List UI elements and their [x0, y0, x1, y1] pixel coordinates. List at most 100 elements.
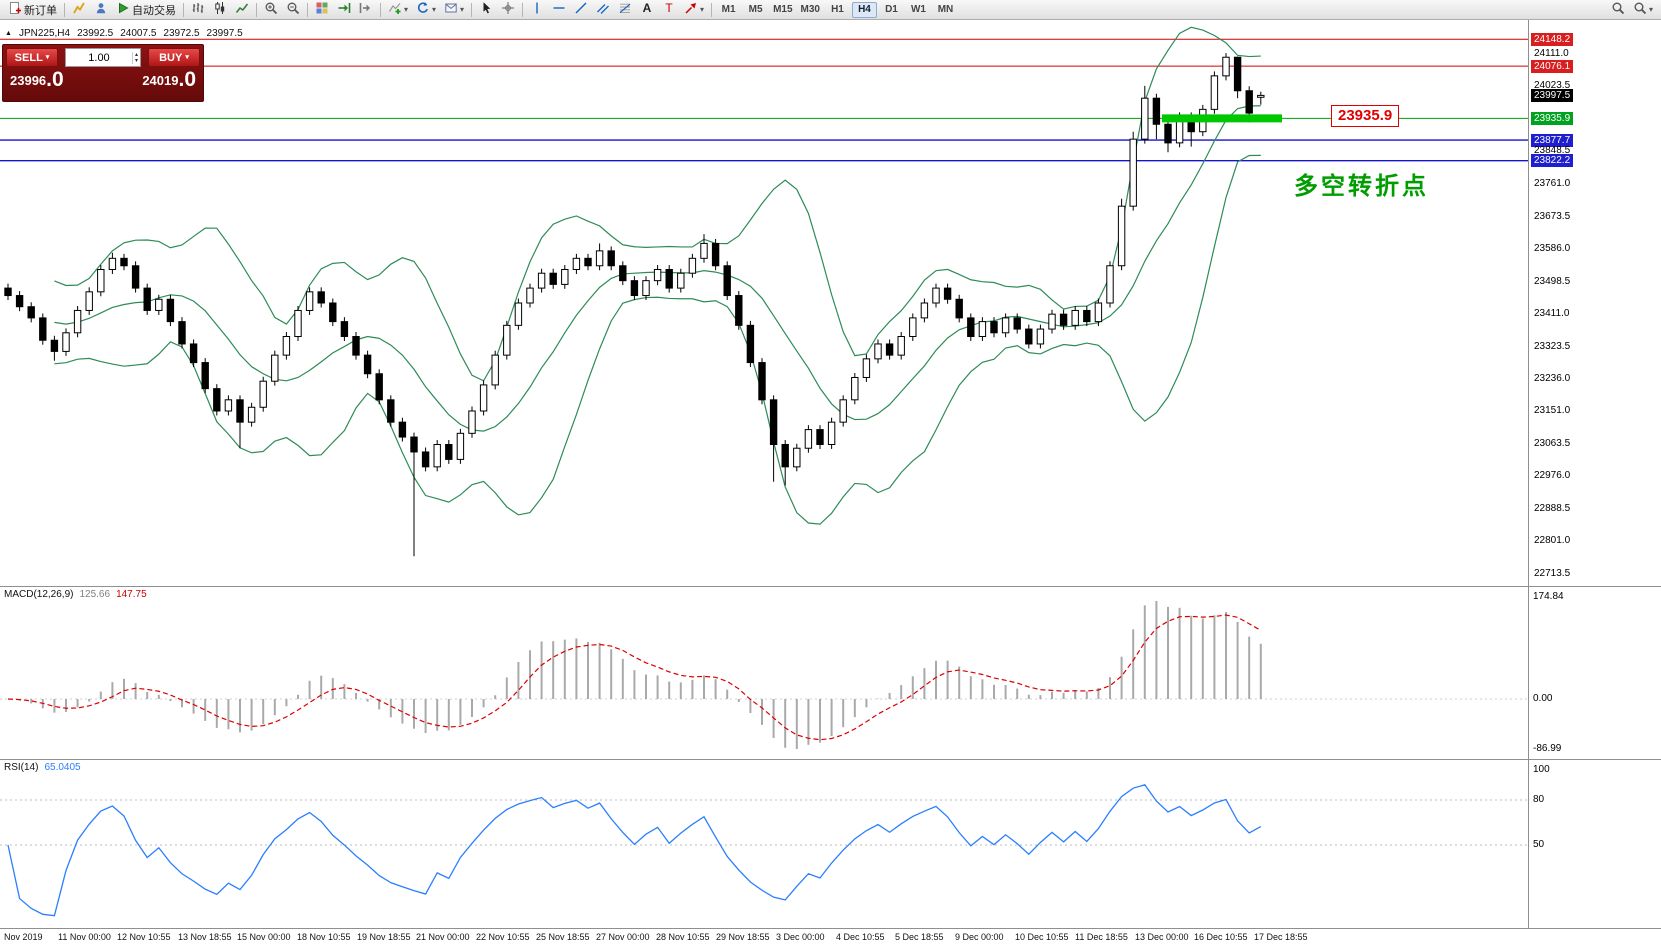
toolbar-separator [522, 2, 524, 17]
refresh-button[interactable]: ▾ [412, 1, 440, 19]
bar-chart-button[interactable] [187, 1, 209, 19]
time-axis[interactable]: Nov 2019 11 Nov 00:00 12 Nov 10:55 13 Nov 1… [0, 929, 1661, 948]
rsi-canvas[interactable] [0, 760, 1528, 928]
arrows-icon [684, 1, 698, 18]
macd-histogram [18, 601, 1262, 749]
profiles-button[interactable] [90, 1, 112, 19]
rsi-axis-label-100: 100 [1533, 764, 1550, 775]
buy-button-label: BUY [159, 51, 183, 64]
timeframe-d1-button[interactable]: D1 [879, 2, 904, 18]
volume-input[interactable] [65, 50, 132, 65]
time-axis-label: 16 Dec 10:55 [1194, 932, 1248, 942]
chevron-down-icon: ▾ [460, 4, 465, 14]
arrows-button[interactable]: ▾ [680, 1, 708, 19]
chart-wizard-button[interactable] [68, 1, 90, 19]
crosshair-button[interactable] [497, 1, 519, 19]
price-level-tag[interactable]: 23935.9 [1331, 105, 1400, 127]
ohlc-close: 23997.5 [206, 28, 243, 39]
channel-button[interactable] [592, 1, 614, 19]
timeframe-mn-button[interactable]: MN [933, 2, 958, 18]
templates-icon [444, 1, 458, 18]
macd-axis[interactable]: 174.84 0.00 -86.99 [1528, 587, 1661, 759]
price-axis-label-23411.0: 23411.0 [1534, 308, 1570, 320]
timeframe-h1-button[interactable]: H1 [825, 2, 850, 18]
search-icon [1633, 1, 1647, 18]
horizontal-level-lines [0, 38, 1528, 162]
rsi-axis[interactable]: 100 80 50 [1528, 760, 1661, 928]
sell-price: 23996 .0 [10, 68, 64, 91]
price-axis[interactable]: 24148.2 24111.0 24076.1 24023.5 23997.5 23935… [1528, 20, 1661, 586]
horizontal-line-button[interactable] [548, 1, 570, 19]
auto-trading-button[interactable]: 自动交易 [112, 1, 180, 19]
sell-button[interactable]: SELL ▾ [6, 48, 58, 67]
buy-button[interactable]: BUY ▾ [147, 48, 200, 67]
chevron-down-icon: ▾ [1648, 4, 1653, 14]
label-button[interactable]: T [658, 1, 680, 19]
volume-down-stepper[interactable]: ▾ [134, 57, 138, 64]
time-axis-label: 15 Nov 00:00 [237, 932, 291, 942]
fibonacci-icon [618, 1, 632, 18]
vertical-line-button[interactable] [526, 1, 548, 19]
zoom-out-button[interactable] [282, 1, 304, 19]
chart-shift-button[interactable] [355, 1, 377, 19]
timeframe-m1-button[interactable]: M1 [716, 2, 741, 18]
chevron-down-icon: ▾ [404, 4, 409, 14]
cycle-icon [416, 1, 430, 18]
toolbar-separator [711, 2, 713, 17]
toolbar: 新订单 自动交易 ▾ ▾ ▾ A T ▾ M1 M5 M15 M30 H1 H4 D1 W1 MN ▾ [0, 0, 1661, 20]
timeframe-m30-button[interactable]: M30 [798, 2, 823, 18]
sell-caret-icon: ▾ [45, 54, 50, 61]
price-axis-label-23822.2: 23822.2 [1531, 154, 1574, 168]
search-advanced-button[interactable]: ▾ [1629, 1, 1657, 19]
price-axis-label-23063.5: 23063.5 [1534, 437, 1571, 449]
ohlc-high: 24007.5 [120, 28, 157, 39]
turning-point-annotation[interactable]: 多空转折点 [1294, 173, 1429, 200]
macd-panel: MACD(12,26,9) 125.66 147.75 174.84 0.00 -8… [0, 587, 1661, 760]
time-axis-label: Nov 2019 [4, 932, 43, 942]
price-axis-label-24023.5: 24023.5 [1534, 80, 1571, 92]
line-chart-button[interactable] [231, 1, 253, 19]
price-axis-label-22713.5: 22713.5 [1534, 568, 1571, 580]
line-chart-icon [235, 1, 249, 18]
indicators-button[interactable]: ▾ [384, 1, 412, 19]
search-icon [1611, 1, 1625, 18]
auto-scroll-button[interactable] [333, 1, 355, 19]
candlestick-chart-button[interactable] [209, 1, 231, 19]
trendline-button[interactable] [570, 1, 592, 19]
price-axis-label-22888.5: 22888.5 [1534, 502, 1571, 514]
zoom-in-icon [264, 1, 278, 18]
auto-scroll-icon [337, 1, 351, 18]
tile-windows-button[interactable] [311, 1, 333, 19]
channel-icon [596, 1, 610, 18]
time-axis-label: 19 Nov 18:55 [357, 932, 411, 942]
main-chart-canvas[interactable] [0, 20, 1528, 586]
macd-axis-label-0.00: 0.00 [1533, 693, 1553, 704]
cursor-icon [479, 1, 493, 18]
buy-price: 24019 .0 [142, 68, 196, 91]
search-symbol-button[interactable] [1607, 1, 1629, 19]
timeframe-w1-button[interactable]: W1 [906, 2, 931, 18]
buy-price-main: 24019 [142, 73, 179, 88]
timeframe-m5-button[interactable]: M5 [743, 2, 768, 18]
time-axis-label: 3 Dec 00:00 [776, 932, 825, 942]
fibonacci-button[interactable] [614, 1, 636, 19]
auto-trading-icon [116, 1, 130, 18]
toolbar-separator [256, 2, 257, 17]
macd-canvas[interactable] [0, 587, 1528, 759]
cursor-button[interactable] [475, 1, 497, 19]
volume-up-stepper[interactable]: ▴ [134, 51, 138, 58]
macd-name: MACD(12,26,9) [4, 589, 74, 600]
new-order-button[interactable]: 新订单 [4, 1, 61, 19]
zoom-in-button[interactable] [260, 1, 282, 19]
rsi-label: RSI(14) 65.0405 [4, 762, 81, 773]
chart-wizard-icon [72, 1, 86, 18]
chart-ohlc-readout: ▲ JPN225,H4 23992.5 24007.5 23972.5 2399… [5, 28, 243, 39]
timeframe-h4-button[interactable]: H4 [851, 1, 877, 18]
time-axis-label: 13 Dec 00:00 [1135, 932, 1189, 942]
time-axis-label: 11 Dec 18:55 [1075, 932, 1128, 942]
timeframe-m15-button[interactable]: M15 [770, 2, 795, 18]
text-button[interactable]: A [636, 1, 658, 19]
templates-button[interactable]: ▾ [440, 1, 468, 19]
rsi-line [7, 784, 1262, 917]
price-axis-label-23586.0: 23586.0 [1534, 243, 1571, 255]
